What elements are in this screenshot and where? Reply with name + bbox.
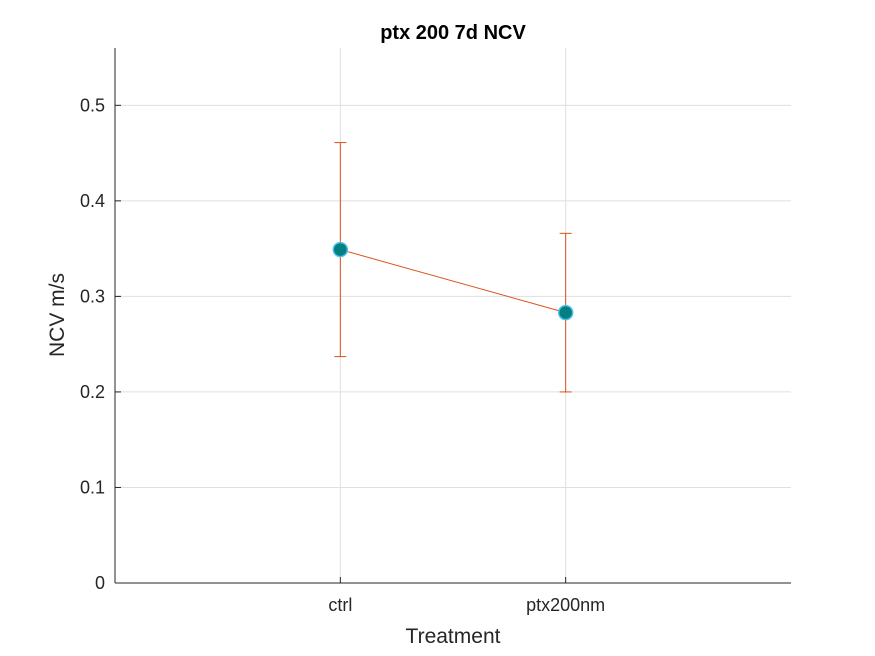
y-tick-label: 0.3 <box>80 286 105 306</box>
axes-layer: 0 0.1 0.2 0.3 0.4 0.5 ctrl ptx200nm <box>80 48 791 615</box>
y-axis-label: NCV m/s <box>46 273 69 357</box>
grid-layer <box>115 48 791 583</box>
y-tick-label: 0 <box>95 573 105 593</box>
x-tick-label: ctrl <box>328 595 352 615</box>
data-point <box>332 241 349 258</box>
data-layer <box>332 142 574 393</box>
x-tick-label: ptx200nm <box>526 595 605 615</box>
y-tick-label: 0.5 <box>80 95 105 115</box>
chart-title: ptx 200 7d NCV <box>380 22 526 44</box>
y-tick-label: 0.1 <box>80 477 105 497</box>
y-tick-label: 0.2 <box>80 382 105 402</box>
data-point <box>557 304 574 321</box>
series-line <box>340 249 566 314</box>
x-axis-label: Treatment <box>406 625 501 648</box>
y-tick-label: 0.4 <box>80 191 105 211</box>
